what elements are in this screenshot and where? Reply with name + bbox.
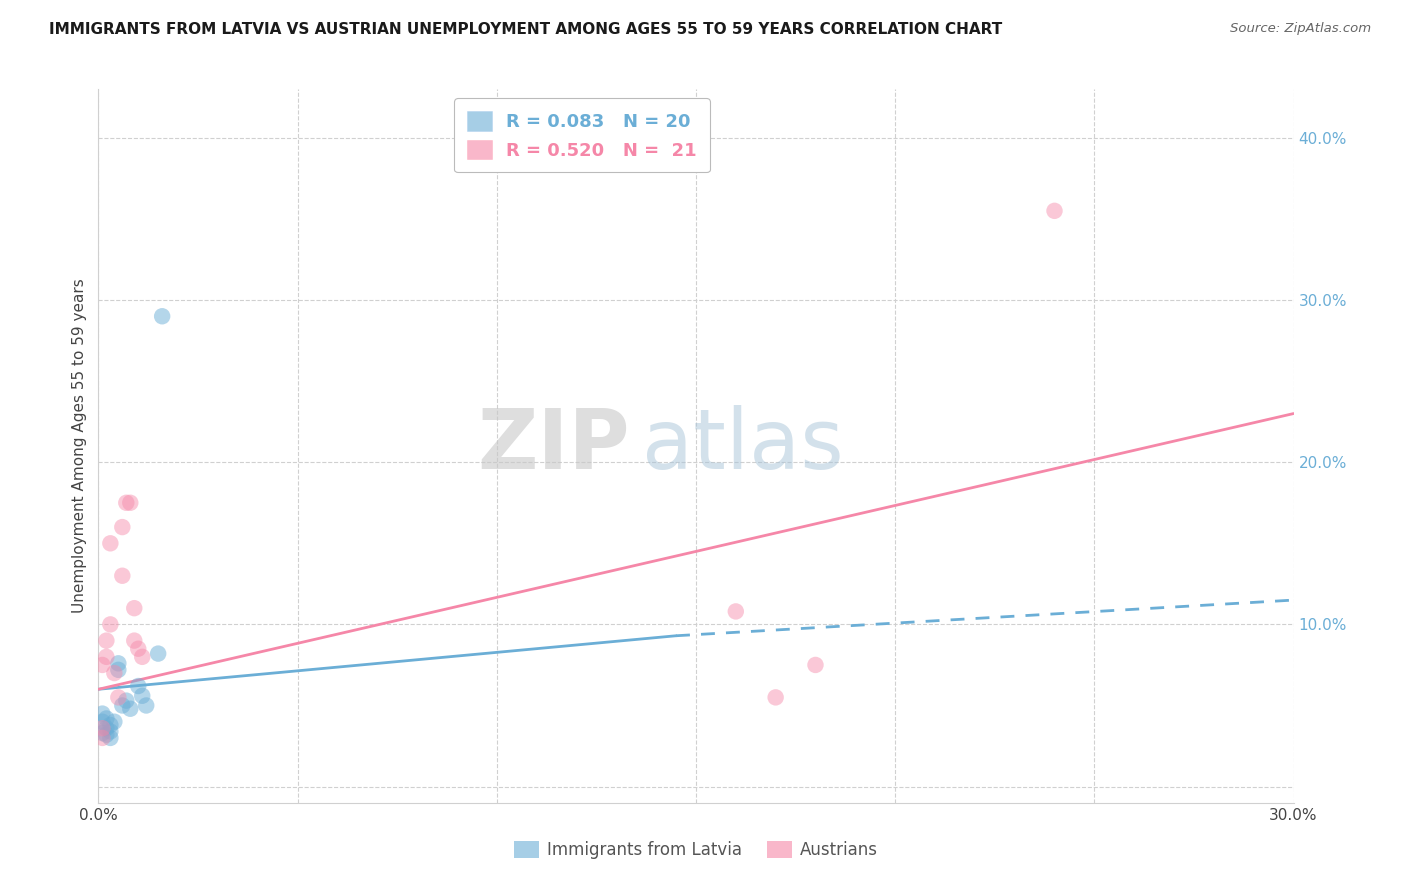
Point [91, 726, 114, 740]
Point [91, 731, 114, 745]
Point [107, 657, 129, 671]
Point [91, 657, 114, 672]
Point [1043, 203, 1066, 218]
Text: Source: ZipAtlas.com: Source: ZipAtlas.com [1230, 22, 1371, 36]
Point [96, 728, 118, 742]
Point [131, 649, 153, 664]
Point [124, 633, 146, 648]
Point [124, 601, 146, 615]
Point [96, 711, 118, 725]
Point [120, 496, 142, 510]
Point [111, 520, 134, 534]
Text: ZIP: ZIP [478, 406, 630, 486]
Point [804, 657, 827, 672]
Text: atlas: atlas [643, 406, 844, 486]
Text: IMMIGRANTS FROM LATVIA VS AUSTRIAN UNEMPLOYMENT AMONG AGES 55 TO 59 YEARS CORREL: IMMIGRANTS FROM LATVIA VS AUSTRIAN UNEMP… [49, 22, 1002, 37]
Point [98, 617, 122, 632]
Point [91, 706, 114, 721]
Legend: Immigrants from Latvia, Austrians: Immigrants from Latvia, Austrians [508, 834, 884, 866]
Point [96, 721, 118, 735]
Point [115, 693, 138, 707]
Point [131, 689, 153, 703]
Point [98, 724, 122, 739]
Point [107, 690, 129, 705]
Point [103, 714, 125, 729]
Point [120, 702, 142, 716]
Point [98, 731, 122, 745]
Point [96, 649, 118, 664]
Point [135, 698, 157, 713]
Point [127, 641, 149, 656]
Point [127, 679, 149, 693]
Point [91, 714, 114, 729]
Point [98, 718, 122, 732]
Point [103, 666, 125, 681]
Point [107, 663, 129, 677]
Point [111, 698, 134, 713]
Point [111, 568, 134, 582]
Y-axis label: Unemployment Among Ages 55 to 59 years: Unemployment Among Ages 55 to 59 years [72, 278, 87, 614]
Point [98, 536, 122, 550]
Point [724, 604, 747, 618]
Point [115, 496, 138, 510]
Point [148, 647, 170, 661]
Point [150, 310, 173, 324]
Point [765, 690, 787, 705]
Point [91, 721, 114, 735]
Point [96, 633, 118, 648]
